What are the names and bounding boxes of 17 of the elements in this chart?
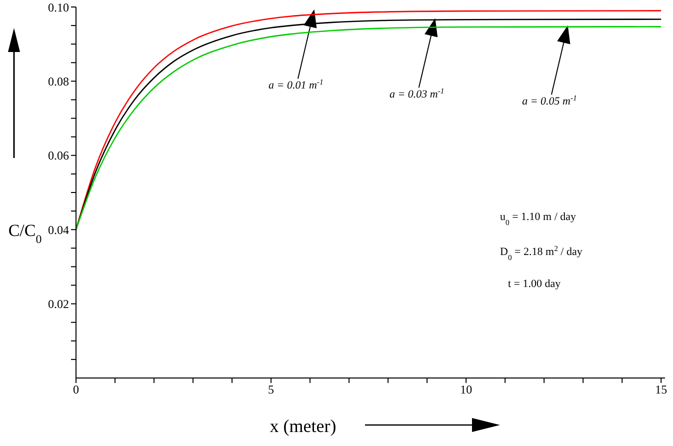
y-tick-label: 0.10	[48, 0, 69, 14]
y-tick-label: 0.08	[48, 74, 69, 88]
y-axis-title: C/C$_{0}$	[8, 221, 42, 246]
y-tick-label: 0.06	[48, 148, 69, 163]
x-tick-label: 5	[268, 382, 274, 397]
x-tick-label: 10	[460, 382, 472, 397]
annotation: a = 0.05 m$^{-1}$	[522, 93, 578, 108]
y-tick-label: 0.02	[48, 297, 69, 312]
annotation: a = 0.03 m$^{-1}$	[389, 86, 444, 101]
annotation: t = 1.00 day	[508, 278, 562, 290]
x-axis-title: x (meter)	[270, 416, 336, 436]
y-tick-label: 0.04	[48, 222, 69, 237]
x-tick-label: 0	[73, 382, 79, 397]
x-tick-label: 15	[655, 382, 668, 397]
annotation: a = 0.01 m$^{-1}$	[268, 77, 324, 92]
annotation: D$_{0}$ = 2.18 m$^{2}$ / day	[500, 244, 583, 262]
annotation: u$_{0}$ = 1.10 m / day	[500, 211, 577, 226]
